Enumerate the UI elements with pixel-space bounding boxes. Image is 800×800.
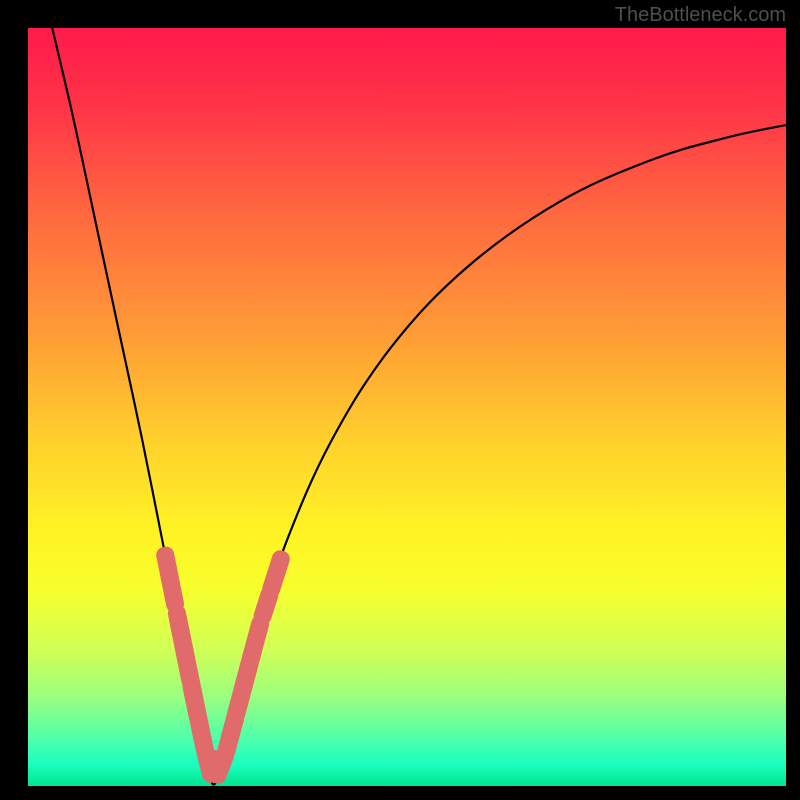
data-marker — [155, 545, 186, 613]
plot-area — [28, 28, 786, 786]
data-marker — [168, 610, 213, 748]
watermark-text: TheBottleneck.com — [615, 4, 786, 27]
bottleneck-curve — [52, 28, 786, 784]
curve-layer — [28, 28, 786, 786]
chart-frame: TheBottleneck.com — [0, 0, 800, 800]
